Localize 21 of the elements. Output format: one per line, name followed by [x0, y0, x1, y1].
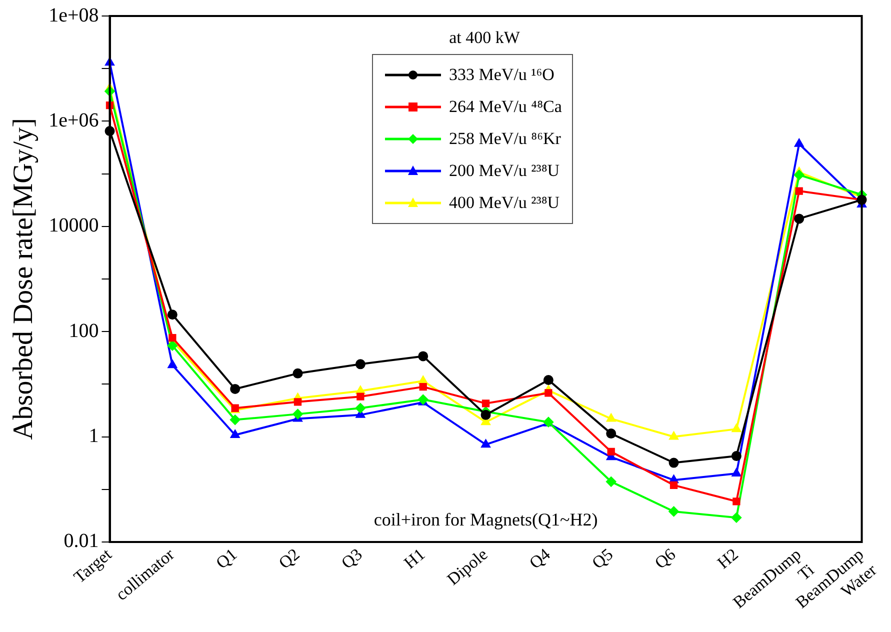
x-tick-label: Q1 — [212, 544, 241, 573]
y-tick-label: 1e+06 — [48, 109, 99, 132]
y-tick-label: 10000 — [48, 214, 99, 237]
x-tick-label: Q4 — [526, 544, 554, 573]
x-tick-label: Q3 — [338, 544, 366, 573]
legend-label: 400 MeV/u ²³⁸U — [449, 193, 560, 213]
x-tick-label: Q6 — [651, 544, 680, 573]
legend-label: 200 MeV/u ²³⁸U — [449, 161, 560, 181]
y-tick-label: 0.01 — [64, 530, 99, 552]
legend-label: 258 MeV/u ⁸⁶Kr — [449, 129, 561, 149]
y-tick-label: 1 — [88, 425, 99, 447]
y-tick-label: 100 — [68, 320, 99, 342]
annotation: coil+iron for Magnets(Q1~H2) — [374, 510, 598, 530]
x-tick-label: Q5 — [588, 544, 617, 573]
y-tick-label: 1e+08 — [48, 4, 99, 26]
legend-title: at 400 kW — [448, 28, 521, 48]
legend-label: 333 MeV/u ¹⁶O — [449, 65, 554, 85]
x-tick-label: H1 — [400, 544, 429, 573]
y-axis-title: Absorbed Dose rate[MGy/y] — [8, 118, 40, 440]
legend-label: 264 MeV/u ⁴⁸Ca — [449, 97, 562, 117]
x-tick-label: Q2 — [275, 544, 304, 573]
